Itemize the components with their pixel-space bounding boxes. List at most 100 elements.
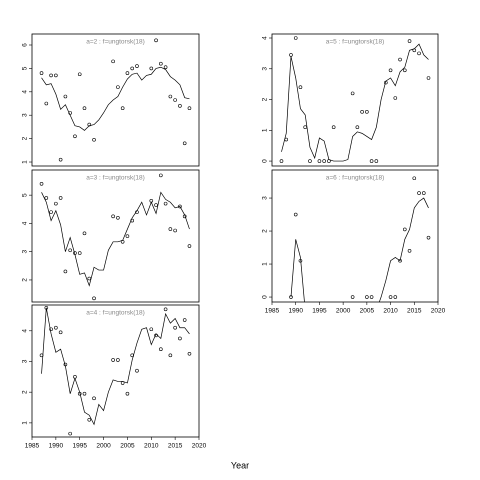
point: [87, 276, 92, 281]
point: [168, 353, 173, 358]
point: [77, 391, 82, 396]
fit-line: [41, 66, 190, 131]
point: [388, 68, 393, 73]
x-axis-label: Year: [231, 460, 249, 470]
y-tick-label: 2: [262, 229, 269, 233]
point: [58, 330, 63, 335]
point: [87, 418, 92, 422]
point: [317, 159, 322, 163]
point: [402, 227, 407, 232]
point: [125, 391, 130, 396]
x-tick-label: 2010: [144, 443, 159, 450]
point: [54, 73, 58, 78]
strip-title: a=5 : f=ungtorsk(18): [326, 39, 385, 46]
panel-frame: [271, 169, 439, 303]
x-tick-label: 2020: [431, 308, 446, 315]
point: [87, 122, 92, 127]
point: [82, 391, 87, 396]
x-tick-label: 2005: [120, 443, 135, 450]
point: [39, 182, 44, 186]
y-tick-label: 5: [22, 193, 29, 197]
point: [398, 57, 402, 62]
point: [384, 80, 388, 85]
x-tick-label: 2020: [192, 443, 207, 450]
point: [149, 199, 154, 203]
point: [159, 173, 163, 178]
point: [135, 210, 139, 214]
y-tick-label: 3: [262, 196, 269, 200]
point: [393, 295, 398, 299]
point: [163, 201, 168, 206]
point: [82, 231, 87, 236]
point: [82, 106, 87, 110]
point: [68, 248, 72, 253]
point: [44, 196, 49, 200]
panel-frame: [31, 169, 200, 303]
point: [369, 159, 374, 163]
point: [279, 159, 284, 163]
y-tick-label: 4: [262, 36, 269, 40]
strip-title: a=3 : f=ungtorsk(18): [86, 175, 145, 182]
point: [49, 327, 53, 332]
point: [58, 196, 63, 200]
point: [111, 358, 115, 362]
point: [173, 325, 177, 330]
point: [322, 159, 326, 163]
point: [63, 269, 68, 274]
point: [68, 431, 72, 436]
point: [92, 396, 96, 401]
point: [39, 353, 44, 358]
point: [365, 110, 369, 114]
panel: a=5 : f=ungtorsk(18) 0 1 2 3 4: [262, 33, 439, 167]
point: [116, 215, 120, 220]
point: [125, 71, 130, 75]
point: [116, 85, 120, 89]
point: [149, 327, 154, 332]
point: [417, 51, 421, 56]
y-tick-label: 2: [262, 97, 269, 101]
point: [398, 258, 402, 263]
x-tick-label: 1995: [312, 308, 327, 315]
strip-title: a=2 : f=ungtorsk(18): [86, 39, 145, 46]
x-tick-label: 1990: [49, 443, 64, 450]
x-tick-label: 1985: [265, 308, 280, 315]
strip-title: a=4 : f=ungtorsk(18): [86, 310, 145, 317]
point: [178, 204, 182, 209]
point: [360, 110, 364, 114]
panel-frame: [271, 33, 439, 167]
point: [111, 59, 115, 64]
point: [298, 85, 303, 90]
point: [369, 295, 374, 299]
point: [350, 91, 355, 96]
point: [412, 176, 417, 181]
x-tick-label: 2000: [336, 308, 351, 315]
panel: a=6 : f=ungtorsk(18) 0 1 2 3 1985 1990 1995 2000…: [262, 169, 446, 315]
x-tick-label: 2015: [168, 443, 183, 450]
point: [44, 305, 49, 310]
point: [135, 64, 139, 68]
y-tick-label: 1: [22, 160, 29, 164]
point: [289, 53, 293, 57]
x-tick-label: 2015: [407, 308, 422, 315]
point: [178, 104, 182, 108]
point: [417, 191, 421, 195]
point: [187, 244, 192, 248]
point: [365, 295, 369, 299]
point: [426, 235, 431, 240]
point: [120, 239, 125, 244]
point: [303, 125, 308, 130]
point: [298, 258, 303, 263]
point: [426, 76, 431, 80]
point: [412, 48, 417, 53]
y-tick-label: 2: [22, 278, 29, 282]
y-tick-label: 4: [22, 221, 29, 225]
panel: a=3 : f=ungtorsk(18) 2 3 4 5: [22, 169, 200, 303]
point: [178, 336, 182, 341]
y-tick-label: 1: [262, 262, 269, 266]
y-tick-label: 0: [262, 159, 269, 163]
point: [63, 94, 68, 99]
point: [159, 347, 163, 352]
point: [407, 39, 412, 43]
point: [355, 125, 360, 130]
x-tick-label: 2005: [360, 308, 375, 315]
